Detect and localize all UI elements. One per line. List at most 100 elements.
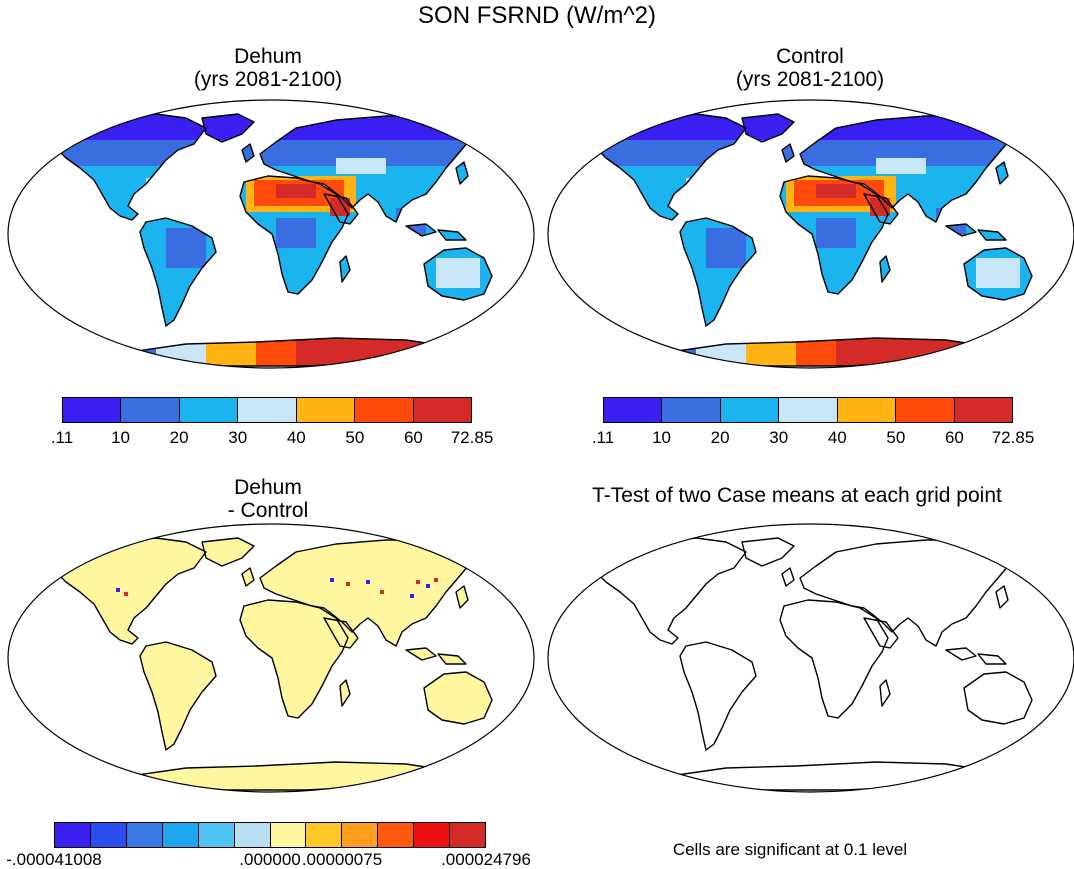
latitude-band	[586, 114, 1056, 140]
figure-title: SON FSRND (W/m^2)	[418, 2, 656, 29]
coastline-japan	[455, 161, 469, 185]
coastline-madagascar	[339, 679, 351, 707]
coastline-indonesia	[405, 647, 467, 665]
antarctic-region	[796, 338, 836, 366]
colorbar-swatch	[126, 823, 163, 847]
land-southAmerica	[140, 642, 216, 750]
colorbar-tick-label: 40	[286, 428, 306, 447]
colorbar-tick-label: 40	[827, 428, 847, 447]
panel-title-line2: - Control	[227, 499, 309, 522]
land-newzealand	[506, 296, 516, 320]
colorbar-tick-label: .000000	[239, 850, 301, 869]
desert-region	[276, 184, 316, 198]
map-control	[547, 99, 1074, 369]
coastline-newzealand	[1045, 295, 1057, 321]
coastline-japan	[995, 161, 1009, 185]
panel-title-ttest: T-Test of two Case means at each grid po…	[520, 485, 1074, 508]
panel-title-line2: (yrs 2081-2100)	[193, 68, 343, 91]
colorbar-tick-label: .00000075	[301, 850, 383, 869]
colorbar-swatch	[378, 823, 415, 847]
map-content	[585, 537, 1057, 791]
colorbar-swatch	[413, 398, 471, 422]
desert-region	[870, 198, 890, 216]
panel-title-diff: Dehum - Control	[48, 477, 488, 523]
diff-cell	[366, 580, 370, 584]
colorbar-swatch	[342, 823, 379, 847]
panel-title-line1: Control	[776, 45, 844, 68]
colorbar-tick-label: 72.85	[991, 428, 1035, 447]
coastline-indonesia	[945, 223, 1007, 241]
colorbar-tick-label: 20	[710, 428, 730, 447]
coastline-arabia	[323, 617, 359, 649]
coastline-madagascar	[339, 255, 351, 283]
land-arabia	[324, 618, 358, 648]
colorbar-swatch	[238, 398, 297, 422]
coastline-arabia	[863, 617, 899, 649]
colorbar-tick-label: 30	[769, 428, 789, 447]
desert-region	[816, 184, 856, 198]
diff-cell	[116, 588, 120, 592]
colorbar-swatch	[306, 823, 343, 847]
coastline-australia	[963, 671, 1033, 725]
colorbar-swatch	[779, 398, 838, 422]
land-newzealand	[506, 720, 516, 744]
coastline-australia	[423, 247, 493, 301]
map-ttest	[547, 523, 1074, 793]
map-content	[45, 537, 517, 791]
coastline-africa	[239, 175, 349, 295]
colorbar-swatch	[270, 823, 307, 847]
latitude-band	[46, 114, 516, 140]
map-border	[547, 523, 1074, 793]
colorbar-tick-label: 72.85	[450, 428, 494, 447]
diff-cell	[346, 582, 350, 586]
colorbar-swatch	[234, 823, 271, 847]
colorbar-swatch	[662, 398, 721, 422]
colorbar-swatch	[90, 823, 127, 847]
colorbar-tick-label: 10	[111, 428, 131, 447]
coastline-greenland	[741, 113, 795, 143]
coastline-greenland	[201, 113, 255, 143]
latitude-band	[586, 140, 1056, 166]
coastline-northAmerica	[45, 113, 207, 221]
coastline-northAmerica	[45, 537, 207, 645]
diff-cell	[426, 584, 430, 588]
colorbar-tick-label: .11	[591, 428, 615, 447]
colorbar-swatch	[604, 398, 663, 422]
panel-title-line2: (yrs 2081-2100)	[735, 68, 885, 91]
coastline-newzealand	[505, 295, 517, 321]
coastline-newzealand	[505, 719, 517, 745]
colorbar-swatch	[954, 398, 1012, 422]
coastline-southAmerica	[679, 641, 757, 751]
map-diff	[7, 523, 535, 793]
colorbar-tick-label: -.000041008	[6, 850, 102, 869]
coastline-uk	[241, 567, 255, 587]
coastline-newzealand	[1045, 719, 1057, 745]
latitude-band	[46, 140, 516, 166]
land-northAmerica	[46, 538, 206, 644]
coastline-greenland	[201, 537, 255, 567]
colorbar-tick-label: 20	[169, 428, 189, 447]
diff-cell	[124, 592, 128, 596]
map-border	[7, 523, 535, 793]
panel-title-line1: T-Test of two Case means at each grid po…	[592, 484, 1002, 507]
land-africa	[240, 600, 348, 718]
map-dehum	[7, 99, 535, 369]
land-newzealand	[1046, 296, 1056, 320]
coastline-uk	[241, 143, 255, 163]
coastline-africa	[779, 599, 889, 719]
diff-cell	[434, 578, 438, 582]
australia-interior	[976, 258, 1020, 288]
tropical-region	[706, 228, 746, 268]
land-eurasia	[260, 540, 496, 646]
coastline-eurasia	[799, 539, 1037, 647]
panel-title-line1: Dehum	[234, 476, 302, 499]
colorbar-swatch	[720, 398, 780, 422]
colorbar-swatch	[837, 398, 897, 422]
midlat-region	[336, 158, 386, 174]
colorbar-swatch	[296, 398, 356, 422]
coastline-greenland	[741, 537, 795, 567]
colorbar-tick-label: 60	[403, 428, 423, 447]
map-border	[547, 99, 1074, 369]
desert-region	[330, 198, 350, 216]
coastline-uk	[781, 567, 795, 587]
